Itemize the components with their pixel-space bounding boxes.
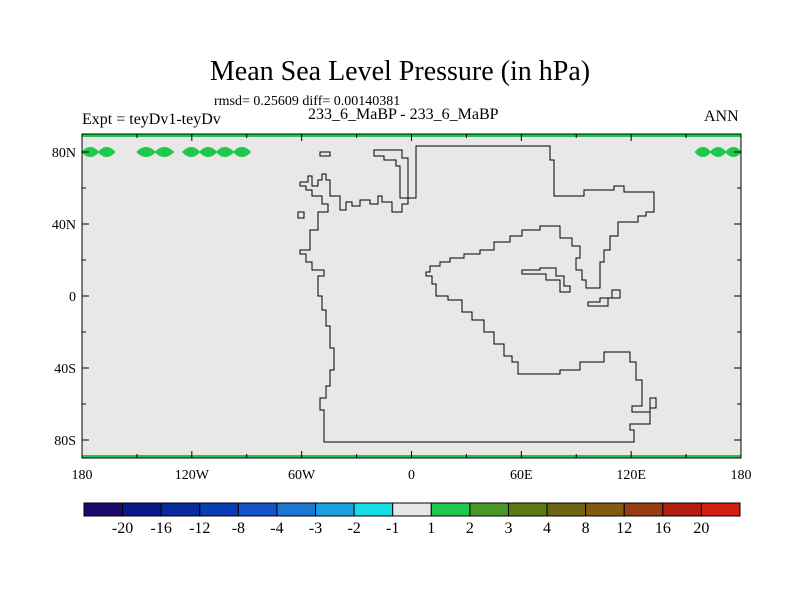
y-tick-label: 80S (54, 434, 76, 449)
colorbar: -20 -16 -12 -8 -4 -3 -2 -1 1 2 3 4 8 12 16 20 (83, 502, 741, 537)
x-tick-label: 180 (731, 468, 752, 483)
season-label: ANN (704, 108, 739, 125)
contour-band-segment (232, 147, 252, 157)
colorbar-label: 20 (693, 520, 709, 537)
colorbar-swatch (237, 502, 278, 517)
x-tick-label: 120W (175, 468, 210, 483)
y-tick-label: 0 (69, 290, 76, 305)
colorbar-swatch (353, 502, 394, 517)
colorbar-label: -8 (232, 520, 245, 537)
colorbar-label: 4 (543, 520, 551, 537)
colorbar-label: -20 (112, 520, 133, 537)
colorbar-swatch (315, 502, 355, 517)
y-tick-label: 40S (54, 362, 76, 377)
colorbar-label: -2 (347, 520, 360, 537)
colorbar-label: 12 (616, 520, 632, 537)
x-tick-label: 60W (288, 468, 316, 483)
y-tick-label: 40N (52, 218, 76, 233)
colorbar-label: -12 (189, 520, 210, 537)
continent-outline (297, 145, 657, 443)
contour-band-segment (154, 147, 175, 157)
colorbar-swatch (585, 502, 625, 517)
chart-title: Mean Sea Level Pressure (in hPa) (209, 56, 591, 87)
colorbar-swatch (623, 502, 664, 517)
colorbar-swatch (546, 502, 587, 517)
colorbar-label: -16 (151, 520, 172, 537)
colorbar-label: 3 (504, 520, 512, 537)
colorbar-swatch (122, 502, 162, 517)
stats-text: rmsd= 0.25609 diff= 0.00140381 (214, 94, 401, 109)
colorbar-swatch (392, 502, 432, 517)
comparison-label: 233_6_MaBP - 233_6_MaBP (308, 106, 499, 123)
colorbar-label: -3 (309, 520, 322, 537)
x-tick-label: 0 (408, 468, 415, 483)
x-tick-label: 120E (616, 468, 646, 483)
y-tick-label: 80N (52, 146, 76, 161)
colorbar-label: -1 (386, 520, 399, 537)
colorbar-swatch (199, 502, 239, 517)
colorbar-swatch (430, 502, 471, 517)
colorbar-swatch (160, 502, 201, 517)
x-tick-label: 60E (510, 468, 533, 483)
map-field-background (82, 134, 741, 458)
colorbar-swatch (276, 502, 317, 517)
colorbar-swatch (700, 502, 741, 517)
colorbar-swatch (469, 502, 509, 517)
y-axis: 80N 40N 0 40S 80S (52, 146, 741, 449)
colorbar-label: -4 (270, 520, 283, 537)
colorbar-swatch (83, 502, 124, 517)
colorbar-label: 2 (466, 520, 474, 537)
colorbar-swatch (662, 502, 702, 517)
contour-band-segment (97, 147, 116, 157)
colorbar-label: 1 (427, 520, 435, 537)
colorbar-label: 8 (582, 520, 590, 537)
experiment-label: Expt = teyDv1-teyDv (82, 111, 221, 128)
colorbar-swatch (507, 502, 548, 517)
colorbar-label: 16 (655, 520, 671, 537)
x-tick-label: 180 (72, 468, 93, 483)
x-axis: 180 120W 60W 0 60E 120E 180 (72, 134, 752, 483)
